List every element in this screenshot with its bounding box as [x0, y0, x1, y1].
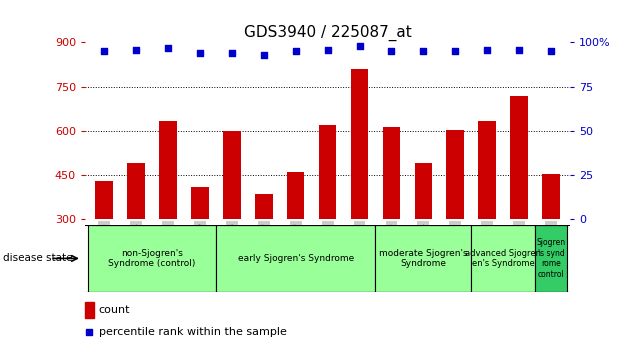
- Bar: [159, 121, 177, 308]
- Point: [131, 47, 141, 52]
- Text: disease state: disease state: [3, 253, 72, 263]
- Point: [195, 50, 205, 56]
- Bar: [255, 194, 273, 308]
- Text: advanced Sjogren
en's Syndrome: advanced Sjogren en's Syndrome: [465, 249, 541, 268]
- Text: non-Sjogren's
Syndrome (control): non-Sjogren's Syndrome (control): [108, 249, 196, 268]
- Bar: [478, 121, 496, 308]
- Bar: [535, 225, 567, 292]
- Point: [386, 48, 396, 54]
- Bar: [223, 131, 241, 308]
- Point: [323, 47, 333, 52]
- Bar: [216, 225, 375, 292]
- Text: Sjogren
's synd
rome
control: Sjogren 's synd rome control: [536, 238, 566, 279]
- Bar: [471, 225, 535, 292]
- Bar: [319, 125, 336, 308]
- Text: percentile rank within the sample: percentile rank within the sample: [99, 327, 287, 337]
- Point: [514, 47, 524, 52]
- Bar: [287, 172, 304, 308]
- Text: count: count: [99, 305, 130, 315]
- Bar: [382, 127, 400, 308]
- Bar: [191, 187, 209, 308]
- Bar: [510, 96, 528, 308]
- Point: [355, 43, 365, 49]
- Text: early Sjogren's Syndrome: early Sjogren's Syndrome: [238, 254, 354, 263]
- Bar: [415, 164, 432, 308]
- Bar: [127, 164, 145, 308]
- Point: [482, 47, 492, 52]
- Point: [99, 48, 109, 54]
- Bar: [375, 225, 471, 292]
- Point: [259, 52, 269, 58]
- Point: [163, 45, 173, 51]
- Point: [546, 48, 556, 54]
- Bar: [351, 69, 369, 308]
- Point: [290, 48, 301, 54]
- Bar: [542, 174, 560, 308]
- Point: [418, 48, 428, 54]
- Bar: [95, 181, 113, 308]
- Point: [227, 50, 237, 56]
- Title: GDS3940 / 225087_at: GDS3940 / 225087_at: [244, 25, 411, 41]
- Text: moderate Sjogren's
Syndrome: moderate Sjogren's Syndrome: [379, 249, 467, 268]
- Bar: [88, 225, 216, 292]
- Point: [84, 329, 94, 335]
- Bar: [85, 302, 93, 318]
- Bar: [447, 130, 464, 308]
- Point: [450, 48, 461, 54]
